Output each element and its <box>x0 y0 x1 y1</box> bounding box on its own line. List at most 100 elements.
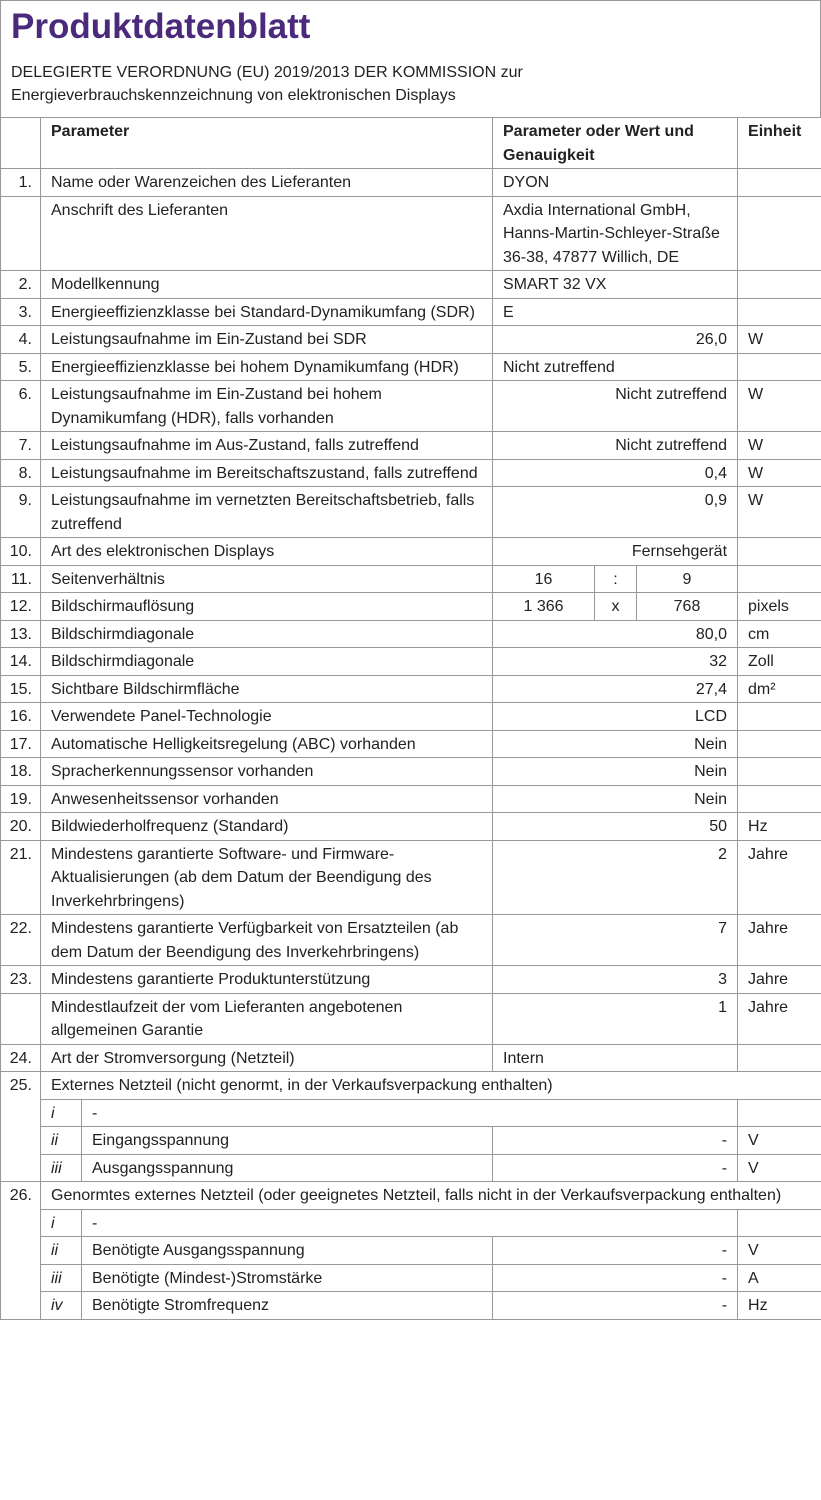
column-header: Parameter <box>40 117 493 169</box>
table-row: ii Eingangsspannung - V <box>1 1126 821 1155</box>
table-row: 6. Leistungsaufnahme im Ein-Zustand bei h… <box>0 380 821 432</box>
parameter: Leistungsaufnahme im Bereitschaftszustan… <box>40 458 493 487</box>
row-number: 21. <box>0 839 41 915</box>
table-row: i- <box>1 1098 821 1127</box>
row-number: 2. <box>0 270 41 299</box>
sub-label: Benötigte Ausgangsspannung <box>81 1236 493 1265</box>
parameter: Anschrift des Lieferanten <box>40 195 493 271</box>
sub-index: ii <box>40 1126 82 1155</box>
value: - <box>491 1263 739 1292</box>
unit <box>737 729 821 758</box>
table-row: 25. Externes Netzteil (nicht genormt, in … <box>0 1071 821 1182</box>
row-number <box>0 992 41 1045</box>
value: 80,0 <box>491 619 739 648</box>
value: - <box>491 1126 739 1155</box>
row-number: 6. <box>0 380 41 432</box>
parameter: Sichtbare Bildschirmfläche <box>40 674 493 703</box>
row-number: 24. <box>0 1043 41 1072</box>
row-number: 26. <box>0 1181 41 1320</box>
value-part: 768 <box>635 592 739 621</box>
parameter: Mindestens garantierte Software- und Fir… <box>40 839 493 915</box>
table-row: 5. Energieeffizienzklasse bei hohem Dynam… <box>0 352 821 381</box>
parameter: Leistungsaufnahme im Aus-Zustand, falls … <box>40 431 493 460</box>
value: Nicht zutreffend <box>491 431 739 460</box>
unit: W <box>737 431 821 460</box>
row-number: 7. <box>0 431 41 460</box>
table-row: 2. Modellkennung SMART 32 VX <box>0 270 821 299</box>
row-number: 10. <box>0 537 41 566</box>
row-number: 22. <box>0 914 41 966</box>
value: 7 <box>491 914 739 966</box>
sub-label: - <box>80 1098 739 1127</box>
table-row: iii Ausgangsspannung - V <box>1 1153 821 1182</box>
parameter: Externes Netzteil (nicht genormt, in der… <box>39 1071 821 1100</box>
row-number: 11. <box>0 564 41 593</box>
table-row: 20. Bildwiederholfrequenz (Standard) 50 Hz <box>0 812 821 841</box>
value: 0,9 <box>491 486 739 538</box>
table-row: 17. Automatische Helligkeitsregelung (ABC… <box>0 729 821 758</box>
unit: dm² <box>737 674 821 703</box>
row-number: 13. <box>0 619 41 648</box>
sub-index: i <box>40 1098 82 1127</box>
table-row: 11. Seitenverhältnis 16:9 <box>0 564 821 593</box>
table-row: Anschrift des Lieferanten Axdia Internati… <box>0 195 821 271</box>
table-row: 9. Leistungsaufnahme im vernetzten Bereit… <box>0 486 821 538</box>
unit <box>737 537 821 566</box>
unit <box>737 784 821 813</box>
row-number: 16. <box>0 702 41 731</box>
unit: V <box>737 1153 821 1182</box>
unit <box>737 297 821 326</box>
title: Produktdatenblatt <box>11 7 311 46</box>
column-header: Parameter oder Wert und Genauigkeit <box>491 117 739 169</box>
row-number: 3. <box>0 297 41 326</box>
sub-label: Ausgangsspannung <box>81 1153 493 1182</box>
unit: Hz <box>737 1291 821 1320</box>
row-number: 8. <box>0 458 41 487</box>
value: LCD <box>491 702 739 731</box>
table-row: Mindestlaufzeit der vom Lieferanten ange… <box>0 992 821 1045</box>
parameter: Mindestlaufzeit der vom Lieferanten ange… <box>40 992 493 1045</box>
parameter: Bildschirmdiagonale <box>40 647 493 676</box>
row-number: 20. <box>0 812 41 841</box>
value-part: x <box>594 592 637 621</box>
unit <box>737 1098 821 1127</box>
value: 1 <box>491 992 739 1045</box>
table-row: 15. Sichtbare Bildschirmfläche 27,4 dm² <box>0 674 821 703</box>
subtitle: DELEGIERTE VERORDNUNG (EU) 2019/2013 DER… <box>11 64 523 104</box>
value: Nein <box>491 784 739 813</box>
unit <box>737 564 821 593</box>
unit: V <box>737 1126 821 1155</box>
row-number: 14. <box>0 647 41 676</box>
sub-index: iii <box>40 1263 82 1292</box>
unit: W <box>737 325 821 354</box>
parameter: Bildschirmdiagonale <box>40 619 493 648</box>
value: 50 <box>491 812 739 841</box>
parameter: Spracherkennungssensor vorhanden <box>40 757 493 786</box>
value: 0,4 <box>491 458 739 487</box>
table-row: 23. Mindestens garantierte Produktunterst… <box>0 965 821 994</box>
corner-cell <box>0 117 41 169</box>
value: Nein <box>491 729 739 758</box>
unit: W <box>737 380 821 432</box>
parameter: Art der Stromversorgung (Netzteil) <box>40 1043 493 1072</box>
value: SMART 32 VX <box>491 270 739 299</box>
sub-label: Benötigte (Mindest-)Stromstärke <box>81 1263 493 1292</box>
parameter: Automatische Helligkeitsregelung (ABC) v… <box>40 729 493 758</box>
unit: pixels <box>737 592 821 621</box>
parameter: Name oder Warenzeichen des Lieferanten <box>40 168 493 197</box>
unit: Zoll <box>737 647 821 676</box>
row-number: 12. <box>0 592 41 621</box>
parameter: Mindestens garantierte Verfügbarkeit von… <box>40 914 493 966</box>
value: Intern <box>491 1043 739 1072</box>
unit: Jahre <box>737 839 821 915</box>
value-part: 16 <box>492 564 595 593</box>
unit: W <box>737 486 821 538</box>
column-header: Einheit <box>737 117 821 169</box>
row-number <box>0 195 41 271</box>
parameter: Energieeffizienzklasse bei hohem Dynamik… <box>40 352 493 381</box>
parameter: Mindestens garantierte Produktunterstütz… <box>40 965 493 994</box>
unit <box>737 702 821 731</box>
parameter: Bildwiederholfrequenz (Standard) <box>40 812 493 841</box>
table-row: 18. Spracherkennungssensor vorhanden Nein <box>0 757 821 786</box>
table-row: iii Benötigte (Mindest-)Stromstärke - A <box>1 1263 821 1292</box>
